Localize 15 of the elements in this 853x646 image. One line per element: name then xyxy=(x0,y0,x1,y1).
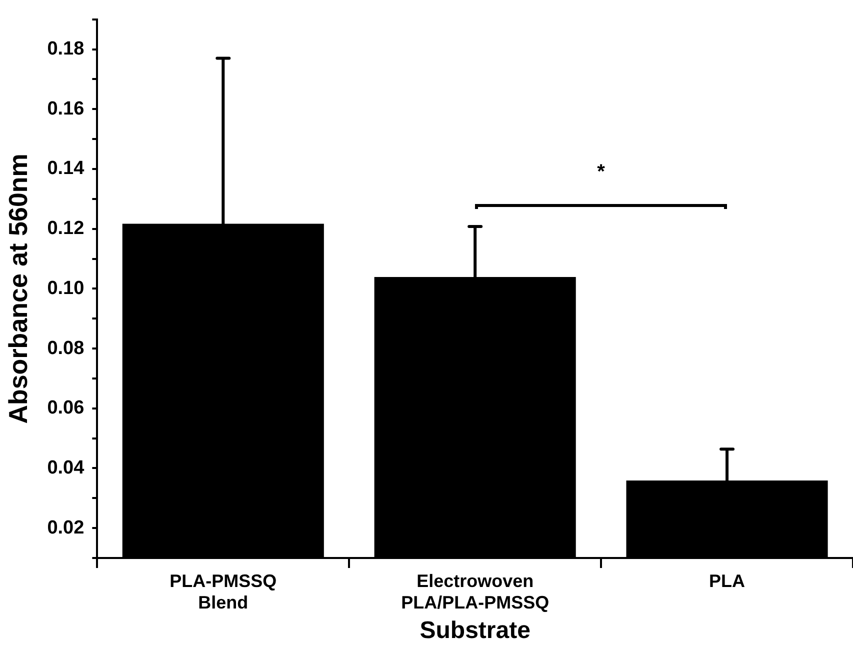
y-tick-label: 0.02 xyxy=(47,517,84,538)
y-tick-label: 0.14 xyxy=(47,158,85,180)
text: 0.10 xyxy=(47,278,84,299)
y-tick-label: 0.16 xyxy=(47,98,84,120)
y-tick-label: 0.04 xyxy=(47,457,85,478)
y-tick-label: 0.18 xyxy=(47,38,84,60)
x-tick-label: PLA xyxy=(709,570,746,591)
y-tick-label: 0.12 xyxy=(47,218,84,240)
x-tick-label: Electrowoven PLA/PLA-PMSSQ xyxy=(401,570,550,612)
annotation: * xyxy=(597,160,606,183)
y-axis-title: Absorbance at 560nm xyxy=(2,154,33,424)
x-tick-label: PLA-PMSSQ Blend xyxy=(170,570,277,612)
x-axis-title: Substrate xyxy=(420,617,530,644)
y-tick-label: 0.06 xyxy=(47,398,84,419)
y-tick-label: 0.08 xyxy=(47,338,84,359)
